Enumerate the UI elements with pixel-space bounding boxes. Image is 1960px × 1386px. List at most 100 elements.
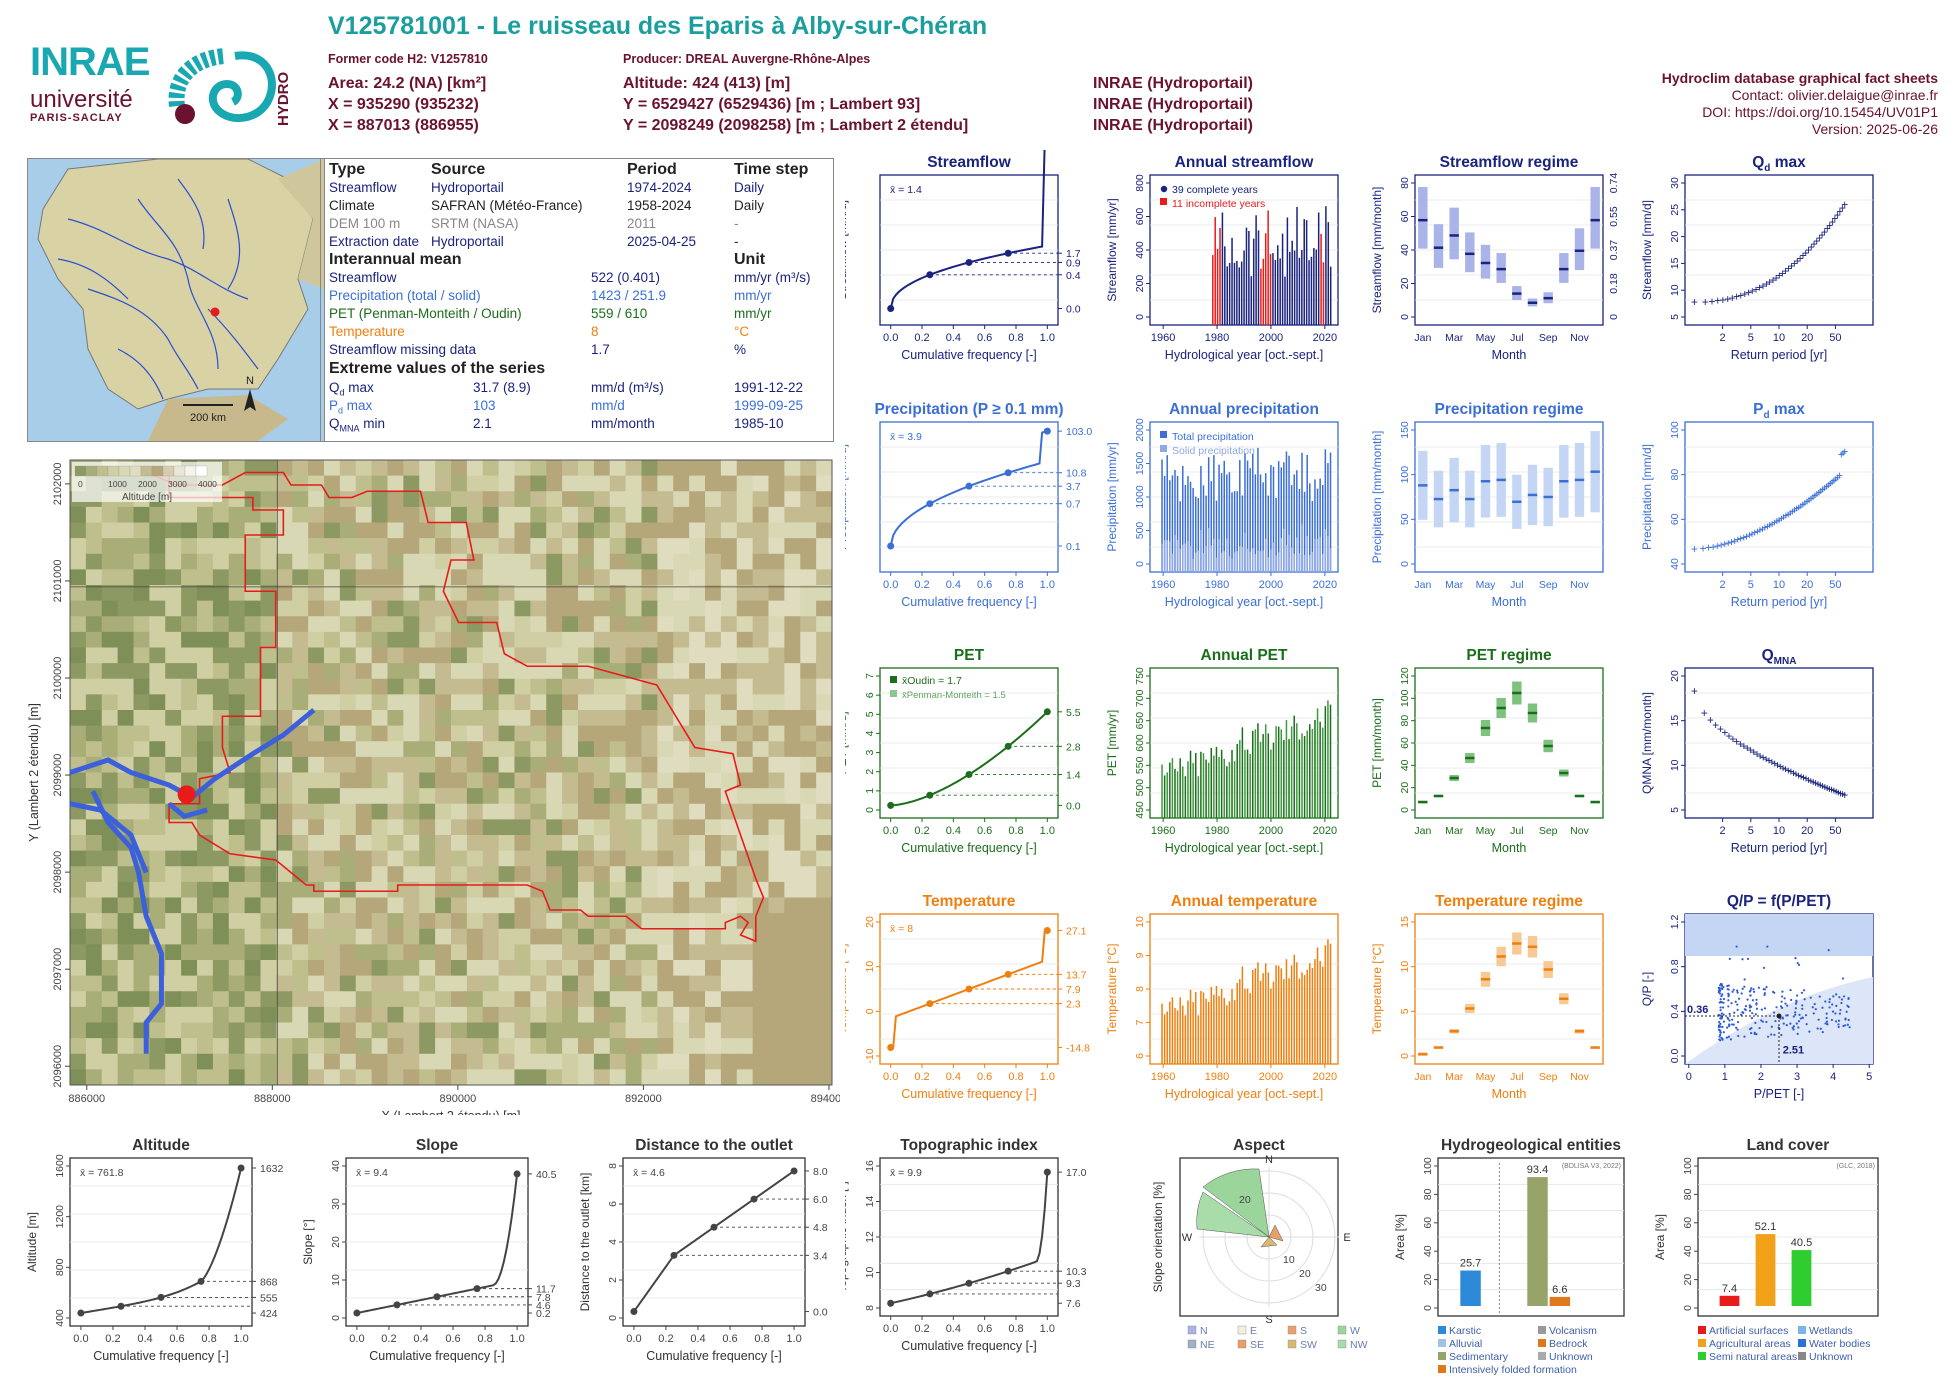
raster-cell xyxy=(197,631,214,648)
raster-cell xyxy=(609,1022,627,1039)
raster-cell xyxy=(387,1038,404,1055)
daily-point xyxy=(1730,1002,1733,1005)
raster-cell xyxy=(197,616,214,633)
raster-cell xyxy=(260,710,277,727)
daily-point xyxy=(1751,999,1754,1002)
raster-cell xyxy=(546,1069,563,1086)
daily-point xyxy=(1821,1030,1824,1034)
chart-title: PET regime xyxy=(1466,647,1552,664)
raster-cell xyxy=(800,710,817,727)
right-tick: 10.3 xyxy=(1066,1266,1087,1278)
raster-cell xyxy=(705,725,722,742)
raster-cell xyxy=(546,1006,563,1023)
return-point: + xyxy=(1749,527,1756,541)
raster-cell xyxy=(101,835,119,852)
raster-cell xyxy=(689,975,706,992)
x-tick: 1960 xyxy=(1151,1071,1175,1083)
raster-cell xyxy=(466,663,484,680)
mean-label: x̄ = 1.4 xyxy=(890,184,922,196)
raster-cell xyxy=(562,944,579,961)
x-tick: 0.2 xyxy=(914,825,929,837)
info-step: Daily xyxy=(734,198,765,213)
raster-cell xyxy=(371,819,388,836)
month-box xyxy=(1418,186,1428,249)
raster-cell xyxy=(260,663,277,680)
raster-cell xyxy=(530,835,547,852)
info-source: Hydroportail xyxy=(431,180,504,195)
raster-cell xyxy=(276,710,293,727)
raster-cell xyxy=(498,850,515,867)
raster-cell xyxy=(736,616,754,633)
raster-cell xyxy=(530,538,547,555)
daily-point xyxy=(1781,1016,1784,1019)
raster-cell xyxy=(530,1069,547,1086)
daily-point xyxy=(1752,988,1755,991)
year-bar xyxy=(1210,747,1213,818)
raster-cell xyxy=(482,569,500,586)
daily-point xyxy=(1824,1000,1827,1003)
daily-point xyxy=(1847,1018,1850,1022)
raster-cell xyxy=(514,506,531,523)
raster-cell xyxy=(689,1053,706,1070)
raster-cell xyxy=(752,835,769,852)
raster-cell xyxy=(117,991,134,1008)
raster-cell xyxy=(451,803,468,820)
raster-cell xyxy=(260,928,277,945)
y-tick: 800 xyxy=(54,1258,66,1276)
raster-cell xyxy=(212,850,230,867)
raster-cell xyxy=(403,663,420,680)
daily-point xyxy=(1845,1010,1848,1013)
raster-cell xyxy=(212,1053,230,1070)
raster-cell xyxy=(689,616,706,633)
right-tick: 7.9 xyxy=(1066,984,1081,996)
raster-cell xyxy=(228,725,246,742)
raster-cell xyxy=(419,756,436,773)
raster-cell xyxy=(641,1069,658,1086)
x-axis-label: Return period [yr] xyxy=(1731,348,1828,362)
raster-cell xyxy=(435,944,452,961)
raster-cell xyxy=(546,460,563,477)
raster-cell xyxy=(546,991,563,1008)
raster-cell xyxy=(800,944,817,961)
raster-cell xyxy=(641,475,658,492)
raster-cell xyxy=(371,772,388,789)
raster-cell xyxy=(625,788,642,805)
mean-row: Streamflow missing data 1.7% xyxy=(329,342,825,359)
daily-point xyxy=(1748,1006,1752,1009)
col-period: Period xyxy=(627,161,677,178)
daily-point xyxy=(1750,1026,1753,1030)
raster-cell xyxy=(514,553,531,570)
y-axis-label: Streamflow [mm/d] xyxy=(845,200,849,300)
return-point: + xyxy=(1691,295,1698,309)
raster-cell xyxy=(165,835,182,852)
raster-cell xyxy=(752,803,769,820)
raster-cell xyxy=(482,819,500,836)
chart-title: Annual precipitation xyxy=(1169,401,1319,418)
raster-cell xyxy=(609,475,627,492)
info-header-row: Type Source Period Time step xyxy=(329,161,825,178)
raster-cell xyxy=(657,569,674,586)
raster-cell xyxy=(578,756,595,773)
right-tick: 1.7 xyxy=(1066,248,1081,260)
return-point: + xyxy=(1756,281,1763,295)
raster-cell xyxy=(324,991,341,1008)
raster-cell xyxy=(165,569,182,586)
raster-cell xyxy=(308,475,325,492)
raster-cell xyxy=(657,756,674,773)
doi-link[interactable]: DOI: https://doi.org/10.15454/UV01P1 xyxy=(1702,104,1938,120)
raster-cell xyxy=(689,694,706,711)
daily-point xyxy=(1834,1012,1837,1015)
raster-cell xyxy=(339,569,357,586)
daily-point xyxy=(1828,1000,1831,1004)
raster-cell xyxy=(641,663,658,680)
raster-cell xyxy=(482,553,500,570)
year-bar xyxy=(1192,762,1194,818)
raster-cell xyxy=(482,1038,500,1055)
raster-cell xyxy=(768,663,785,680)
legend-label: Solid precipitation xyxy=(1172,445,1255,457)
y-tick: 40 xyxy=(1682,1245,1694,1257)
raster-cell xyxy=(212,788,230,805)
raster-cell xyxy=(609,538,627,555)
raster-cell xyxy=(101,569,119,586)
solid-bar xyxy=(1257,550,1259,572)
